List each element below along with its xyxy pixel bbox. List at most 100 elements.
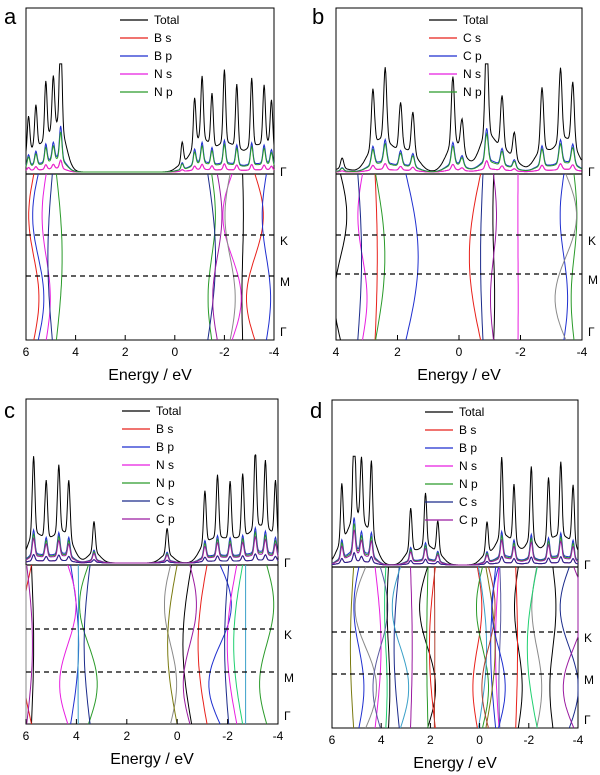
- x-tick-label: -4: [573, 733, 584, 747]
- kpoint-label: K: [588, 234, 596, 248]
- dos-curve-c-p: [331, 529, 579, 566]
- dos-curve-c-p: [25, 535, 279, 564]
- legend-entry: C s: [156, 494, 174, 508]
- legend-entry: C s: [463, 31, 481, 45]
- dos-curve-n-p: [335, 131, 582, 173]
- band-line: [374, 173, 378, 341]
- band-line: [562, 566, 579, 729]
- kpoint-label: K: [280, 234, 288, 248]
- legend-entry: Total: [459, 405, 484, 419]
- band-line: [357, 173, 363, 341]
- band-line: [47, 173, 53, 341]
- dos-curve-b-s: [25, 159, 275, 173]
- kpoint-label: Γ: [280, 165, 287, 179]
- legend-entry: B s: [459, 423, 476, 437]
- band-line: [349, 566, 355, 729]
- kpoint-label: Γ: [284, 709, 291, 723]
- band-line: [233, 564, 244, 725]
- dos-curve-total: [25, 454, 279, 564]
- band-line: [514, 566, 523, 729]
- band-line: [354, 566, 377, 729]
- kpoint-label: K: [284, 628, 292, 642]
- band-line: [246, 173, 264, 341]
- panel-label-c: c: [4, 398, 15, 423]
- band-line: [375, 173, 386, 341]
- band-line: [83, 564, 91, 725]
- legend-entry: N s: [156, 458, 174, 472]
- band-line: [491, 566, 506, 729]
- band-line: [207, 173, 216, 341]
- legend-entry: Total: [154, 13, 179, 27]
- band-line: [212, 173, 223, 341]
- band-line: [32, 173, 45, 341]
- band-line: [353, 566, 365, 729]
- band-line: [559, 173, 569, 341]
- kpoint-label: M: [584, 673, 594, 687]
- x-tick-label: -4: [269, 345, 280, 359]
- legend-entry: Total: [156, 404, 181, 418]
- band-line: [59, 564, 77, 725]
- x-tick-label: 4: [73, 729, 80, 743]
- band-line: [207, 173, 216, 341]
- band-line: [197, 564, 208, 725]
- band-line: [426, 566, 429, 729]
- band-line: [468, 173, 482, 341]
- panel-a: a Total B s B p N s N p Γ K M Γ 6 4 2 0 -2 -4 Energy / e…: [4, 4, 290, 384]
- band-line: [490, 566, 497, 729]
- band-line: [372, 566, 389, 729]
- band-line: [476, 566, 489, 729]
- x-tick-label: -4: [273, 729, 284, 743]
- band-line: [485, 566, 496, 729]
- band-line: [79, 564, 98, 725]
- dos-curve-n-p: [331, 523, 579, 566]
- kpoint-label: M: [280, 275, 290, 289]
- dos-curve-n-p: [25, 530, 279, 564]
- band-line: [391, 566, 410, 729]
- x-axis-label: Energy / eV: [108, 367, 192, 384]
- legend-entry: N s: [463, 67, 481, 81]
- kpoint-label: K: [584, 631, 592, 645]
- band-line: [208, 564, 232, 725]
- band-line: [515, 566, 518, 729]
- x-tick-label: -2: [219, 345, 230, 359]
- x-tick-label: 2: [122, 345, 129, 359]
- band-line: [531, 566, 543, 729]
- x-tick-label: 0: [174, 729, 181, 743]
- band-line: [26, 564, 33, 725]
- x-tick-label: 0: [171, 345, 178, 359]
- plot-frame: [25, 398, 279, 725]
- band-line: [410, 566, 413, 729]
- legend-entry: N s: [154, 67, 172, 81]
- dos-curve-n-s: [336, 159, 582, 173]
- legend-entry: B p: [459, 441, 477, 455]
- panel-label-b: b: [312, 4, 324, 29]
- band-line: [405, 173, 419, 341]
- band-line: [182, 564, 193, 725]
- panel-d: d Total B s B p N s N p C s C p Γ K M Γ 6 4 2 0 -2 -4 Ener…: [310, 398, 594, 772]
- band-line: [224, 173, 236, 341]
- legend-entry: C p: [459, 513, 478, 527]
- band-line: [335, 173, 348, 341]
- band-line: [472, 566, 483, 729]
- band-line: [384, 566, 388, 729]
- band-line: [224, 564, 230, 725]
- x-axis-label: Energy / eV: [413, 755, 497, 772]
- legend-entry: B p: [156, 440, 174, 454]
- band-line: [526, 566, 538, 729]
- band-line: [222, 173, 242, 341]
- x-tick-label: 6: [23, 729, 30, 743]
- x-tick-label: 2: [394, 345, 401, 359]
- kpoint-label: Γ: [584, 558, 591, 572]
- legend-entry: N p: [154, 85, 173, 99]
- band-line: [428, 566, 436, 729]
- x-axis-label: Energy / eV: [417, 367, 501, 384]
- legend-entry: N p: [459, 477, 478, 491]
- band-line: [559, 566, 579, 729]
- band-line: [31, 564, 35, 725]
- band-line: [498, 566, 502, 729]
- band-line: [490, 173, 497, 341]
- legend-entry: N p: [156, 476, 175, 490]
- panel-b: b Total C s C p N s N p Γ K M Γ 4 2 0 -2 -4 Energy / eV: [312, 4, 598, 384]
- band-line: [481, 566, 496, 729]
